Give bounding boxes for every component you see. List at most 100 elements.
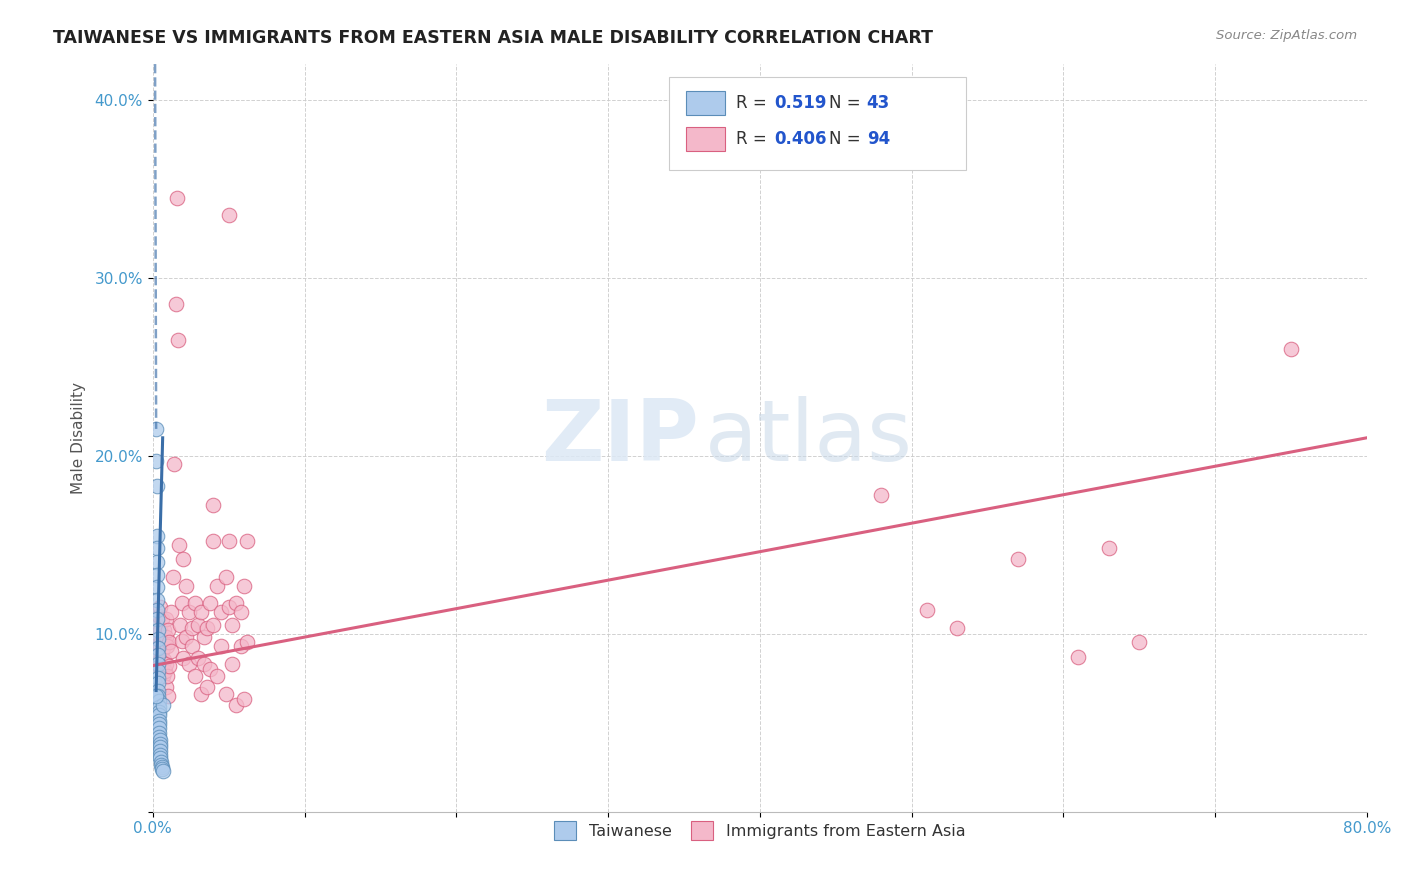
Point	[150, 612, 173, 626]
Point	[145, 479, 167, 493]
FancyBboxPatch shape	[686, 127, 724, 151]
Point	[179, 657, 201, 671]
Point	[146, 640, 169, 655]
Point	[152, 698, 174, 712]
Point	[146, 529, 169, 543]
Text: Source: ZipAtlas.com: Source: ZipAtlas.com	[1216, 29, 1357, 42]
Point	[156, 689, 179, 703]
Point	[184, 669, 207, 683]
Point	[172, 651, 194, 665]
Point	[149, 740, 172, 755]
Point	[159, 635, 181, 649]
Point	[148, 726, 170, 740]
Point	[149, 747, 172, 762]
Point	[146, 626, 169, 640]
Point	[146, 671, 169, 685]
Point	[205, 669, 228, 683]
Point	[170, 633, 193, 648]
Text: 0.519: 0.519	[775, 94, 827, 112]
Point	[915, 603, 938, 617]
Point	[163, 458, 186, 472]
Point	[153, 664, 176, 678]
Point	[236, 635, 259, 649]
Point	[229, 605, 252, 619]
Point	[1098, 541, 1121, 556]
Point	[145, 630, 167, 644]
Point	[187, 617, 209, 632]
Point	[162, 569, 184, 583]
Point	[145, 422, 167, 436]
Text: 0.406: 0.406	[775, 130, 827, 148]
Point	[148, 658, 170, 673]
Point	[146, 555, 169, 569]
Point	[187, 651, 209, 665]
Y-axis label: Male Disability: Male Disability	[72, 382, 86, 494]
Point	[200, 662, 222, 676]
Point	[156, 623, 179, 637]
Point	[232, 692, 254, 706]
Point	[156, 639, 179, 653]
Point	[155, 657, 177, 671]
Point	[155, 680, 177, 694]
Point	[218, 208, 240, 222]
Point	[1279, 342, 1302, 356]
Point	[148, 694, 170, 708]
Point	[149, 599, 172, 614]
Point	[146, 657, 169, 671]
Point	[156, 669, 179, 683]
Point	[146, 683, 169, 698]
Point	[184, 596, 207, 610]
Point	[209, 605, 232, 619]
Point	[146, 567, 169, 582]
Point	[146, 648, 169, 662]
Point	[170, 596, 193, 610]
Point	[174, 578, 197, 592]
Point	[159, 658, 181, 673]
Point	[146, 632, 169, 646]
FancyBboxPatch shape	[669, 77, 966, 170]
Text: ZIP: ZIP	[541, 396, 699, 479]
Point	[174, 630, 197, 644]
Point	[155, 612, 177, 626]
Point	[870, 488, 893, 502]
Point	[146, 623, 169, 637]
Point	[146, 676, 169, 690]
Point	[146, 648, 169, 662]
Point	[153, 623, 176, 637]
Point	[148, 714, 170, 728]
Text: R =: R =	[735, 130, 772, 148]
Point	[148, 721, 170, 735]
Text: R =: R =	[735, 94, 772, 112]
Point	[149, 653, 172, 667]
Point	[221, 617, 243, 632]
Point	[149, 639, 172, 653]
Point	[209, 639, 232, 653]
Point	[160, 605, 183, 619]
Point	[166, 190, 188, 204]
Point	[202, 499, 225, 513]
Point	[153, 635, 176, 649]
Point	[148, 705, 170, 719]
Point	[152, 657, 174, 671]
Point	[166, 333, 188, 347]
Point	[150, 758, 173, 772]
Point	[160, 644, 183, 658]
Point	[146, 592, 169, 607]
Point	[169, 617, 191, 632]
Point	[146, 689, 169, 703]
Point	[146, 617, 169, 632]
Point	[148, 730, 170, 744]
Point	[149, 744, 172, 758]
Point	[150, 644, 173, 658]
Point	[148, 699, 170, 714]
Point	[165, 297, 187, 311]
Text: 43: 43	[866, 94, 890, 112]
Point	[148, 717, 170, 731]
Point	[1128, 635, 1150, 649]
Point	[1007, 551, 1029, 566]
Point	[181, 621, 204, 635]
Point	[218, 534, 240, 549]
Point	[145, 689, 167, 703]
Point	[146, 612, 169, 626]
Point	[149, 751, 172, 765]
